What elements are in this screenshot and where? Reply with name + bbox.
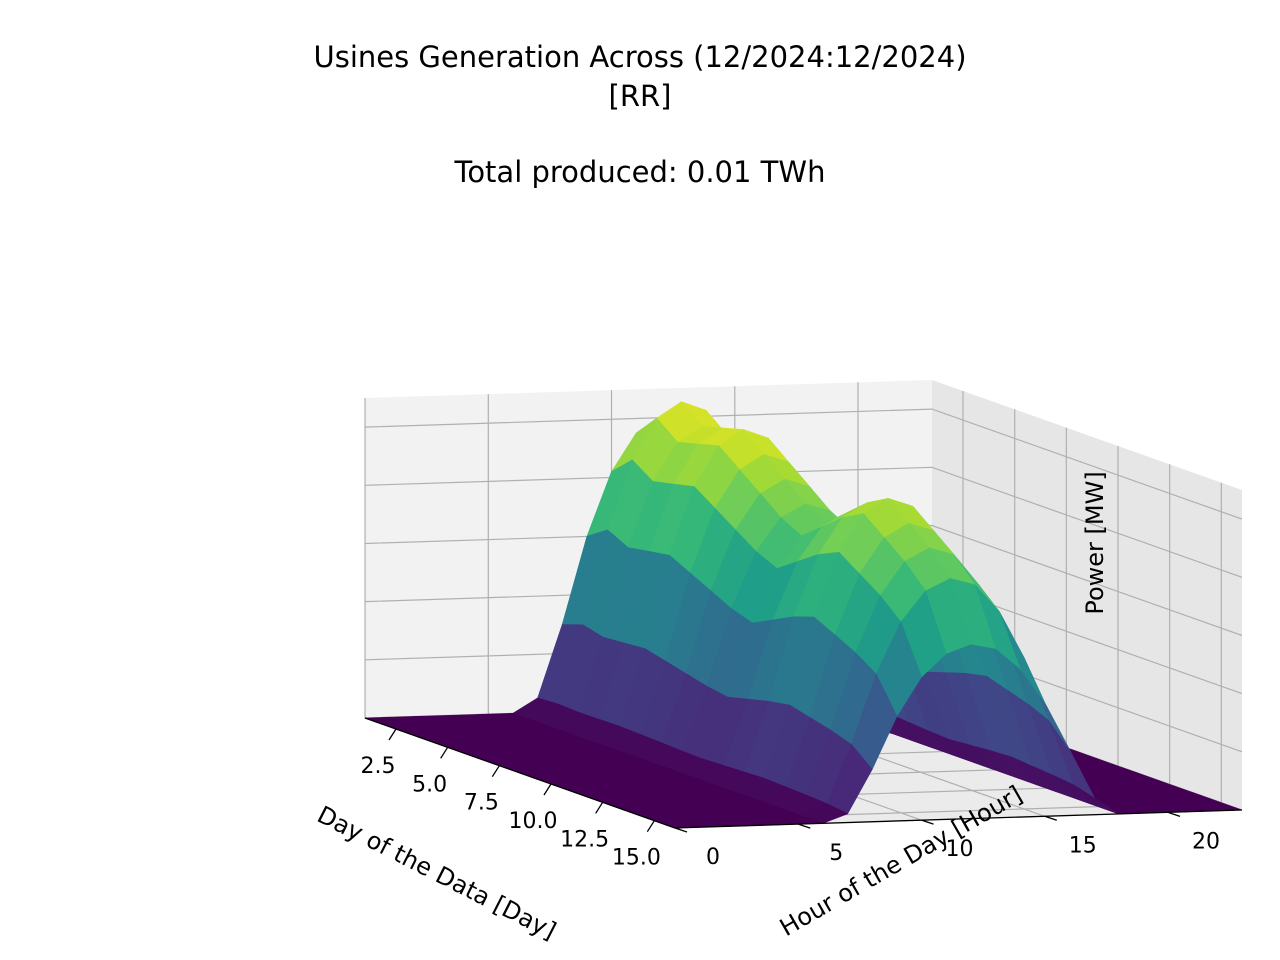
y-tick-mark bbox=[674, 827, 688, 833]
y-axis-line bbox=[674, 809, 1243, 829]
x-tick-label: 5.0 bbox=[412, 772, 447, 797]
chart-title-line1: Usines Generation Across (12/2024:12/202… bbox=[313, 40, 966, 74]
axes: 2.55.07.510.012.515.00510152001020304050 bbox=[361, 717, 1243, 871]
chart-subtitle: Total produced: 0.01 TWh bbox=[454, 155, 826, 189]
x-tick-label: 7.5 bbox=[464, 791, 499, 816]
x-tick-label: 15.0 bbox=[612, 846, 661, 871]
x-tick-mark bbox=[388, 728, 397, 741]
x-tick-label: 12.5 bbox=[560, 827, 609, 852]
x-tick-label: 10.0 bbox=[509, 809, 558, 834]
z-gridline bbox=[364, 408, 1243, 520]
z-axis-label: Power [MW] bbox=[1081, 471, 1109, 614]
z-gridline bbox=[364, 524, 1243, 637]
surface bbox=[364, 401, 1243, 829]
x-tick-mark bbox=[440, 746, 449, 759]
y-tick-label: 20 bbox=[1192, 829, 1220, 854]
z-gridline bbox=[364, 466, 1243, 578]
x-tick-label: 2.5 bbox=[361, 754, 396, 779]
y-tick-mark bbox=[1044, 815, 1057, 821]
y-tick-label: 10 bbox=[946, 837, 974, 862]
x-axis-line bbox=[364, 717, 676, 829]
chart-title-line2: [RR] bbox=[609, 79, 672, 113]
y-tick-mark bbox=[798, 823, 811, 829]
x-tick-mark bbox=[595, 801, 604, 814]
x-tick-mark bbox=[491, 765, 500, 778]
y-tick-mark bbox=[921, 819, 934, 825]
x-tick-mark bbox=[543, 783, 552, 796]
y-tick-mark bbox=[1167, 811, 1181, 817]
y-tick-label: 5 bbox=[829, 841, 843, 866]
x-tick-mark bbox=[646, 820, 655, 833]
y-tick-label: 0 bbox=[706, 845, 720, 870]
y-tick-label: 15 bbox=[1069, 833, 1097, 858]
